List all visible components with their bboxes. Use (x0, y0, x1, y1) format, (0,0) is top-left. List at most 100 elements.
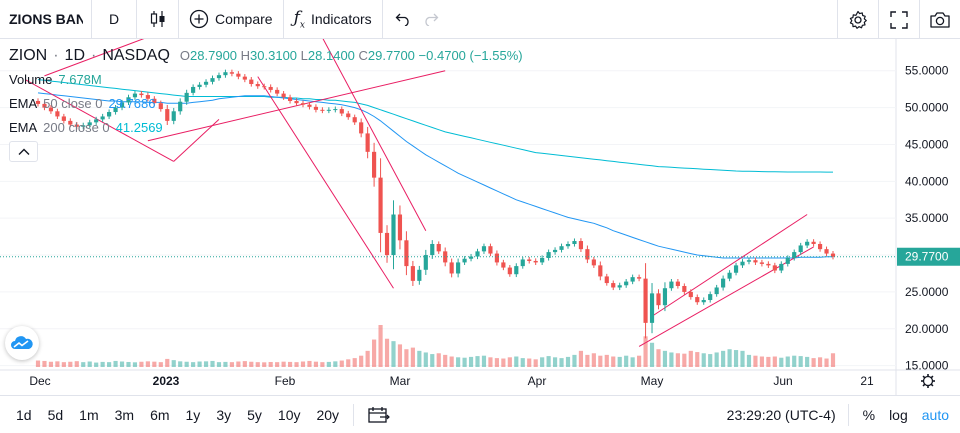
volume-bar (430, 354, 435, 367)
compare-button[interactable]: Compare (179, 0, 283, 39)
candle-body (727, 272, 732, 279)
candle-body (462, 258, 467, 263)
range-5d[interactable]: 5d (47, 406, 64, 423)
candle-body (488, 246, 493, 254)
volume-bar (417, 350, 422, 367)
ema50-legend[interactable]: EMA 50 close 0 29.7686 (9, 92, 523, 116)
settings-button[interactable] (837, 0, 878, 39)
volume-bar (107, 362, 112, 367)
chart-type-button[interactable] (137, 0, 179, 39)
volume-bar (42, 360, 47, 367)
volume-bar (410, 347, 415, 367)
low-value: 28.1400 (307, 48, 355, 63)
range-10y[interactable]: 10y (277, 406, 301, 423)
volume-bar (637, 355, 642, 367)
candle-body (746, 260, 752, 262)
volume-bar (740, 350, 745, 367)
volume-bar (501, 358, 506, 367)
candle-body (55, 111, 60, 117)
date-range-icon[interactable] (368, 406, 390, 424)
range-6m[interactable]: 6m (150, 406, 170, 423)
axis-settings-icon[interactable] (921, 374, 935, 388)
candle-body (210, 78, 215, 82)
range-5y[interactable]: 5y (247, 406, 262, 423)
y-tick-label: 15.0000 (905, 359, 949, 373)
legend-ticker: ZION (9, 47, 48, 64)
volume-bar (533, 359, 538, 367)
candle-body (805, 241, 810, 246)
range-1d[interactable]: 1d (16, 406, 32, 423)
candle-body (533, 260, 538, 263)
collapse-legend-button[interactable] (9, 141, 38, 162)
candle-body (48, 107, 54, 112)
volume-bar (468, 356, 474, 367)
candle-body (216, 75, 222, 79)
range-20y[interactable]: 20y (316, 406, 340, 423)
auto-toggle[interactable]: auto (921, 407, 949, 423)
volume-bar (339, 360, 344, 367)
volume-bar (688, 350, 693, 367)
volume-bar (475, 356, 480, 367)
volume-bar (242, 361, 247, 367)
clock-time[interactable]: 23:29:20 (UTC-4) (726, 407, 836, 423)
candle-body (126, 97, 131, 103)
open-value: 28.7900 (190, 48, 238, 63)
undo-icon[interactable] (395, 12, 411, 26)
candle-body (688, 291, 693, 298)
volume-bar (443, 354, 448, 367)
volume-bar (171, 360, 176, 367)
price-chart[interactable]: 55.000050.000045.000040.000035.000030.00… (0, 39, 960, 395)
volume-bar (236, 361, 241, 367)
volume-bar (520, 358, 525, 367)
range-3m[interactable]: 3m (114, 406, 135, 423)
camera-icon (930, 11, 950, 28)
candle-body (772, 265, 777, 271)
percent-toggle[interactable]: % (862, 407, 876, 423)
volume-bar (604, 354, 609, 367)
redo-icon[interactable] (423, 12, 439, 26)
volume-bar (559, 358, 564, 367)
volume-bar (766, 356, 771, 367)
log-toggle[interactable]: log (889, 407, 908, 423)
volume-bar (772, 356, 777, 367)
symbol-name[interactable]: ZIONS BANC (9, 11, 83, 27)
volume-bar (326, 361, 331, 367)
volume-bar (714, 352, 719, 367)
x-tick-label: Apr (528, 374, 547, 388)
range-1y[interactable]: 1y (185, 406, 201, 423)
volume-bar (733, 350, 739, 367)
fullscreen-button[interactable] (878, 0, 919, 39)
candle-body (255, 84, 260, 87)
candles-icon (150, 11, 164, 27)
candle-body (326, 109, 331, 111)
range-1m[interactable]: 1m (79, 406, 99, 423)
candle-body (184, 92, 189, 102)
candle-body (682, 286, 687, 292)
volume-bar (165, 358, 170, 367)
volume-legend[interactable]: Volume 7.678M (9, 68, 523, 92)
candle-body (223, 72, 228, 76)
ema200-legend[interactable]: EMA 200 close 0 41.2569 (9, 116, 523, 140)
indicators-section: ƒx Indicators (284, 0, 383, 39)
range-3y[interactable]: 3y (216, 406, 232, 423)
candle-body (456, 262, 461, 274)
candle-body (391, 214, 396, 256)
symbol-search[interactable]: ZIONS BANC (0, 0, 92, 39)
candle-body (552, 249, 558, 253)
y-tick-label: 55.0000 (905, 64, 949, 78)
candle-body (721, 278, 726, 288)
interval-button[interactable]: D (92, 0, 137, 39)
candle-body (759, 262, 764, 264)
cloud-logo-icon (11, 336, 33, 349)
tradingview-logo[interactable] (5, 326, 39, 360)
indicators-button[interactable]: ƒx Indicators (284, 0, 382, 39)
candle-body (42, 103, 47, 108)
screenshot-button[interactable] (919, 0, 960, 39)
candle-body (333, 109, 338, 111)
candle-body (565, 243, 571, 247)
candle-body (275, 89, 280, 94)
bottom-toolbar: 1d 5d 1m 3m 6m 1y 3y 5y 10y 20y 23:29:20 (UTC-4) … (0, 395, 960, 433)
candle-body (591, 259, 596, 266)
candle-body (197, 84, 202, 87)
candle-body (107, 112, 112, 117)
